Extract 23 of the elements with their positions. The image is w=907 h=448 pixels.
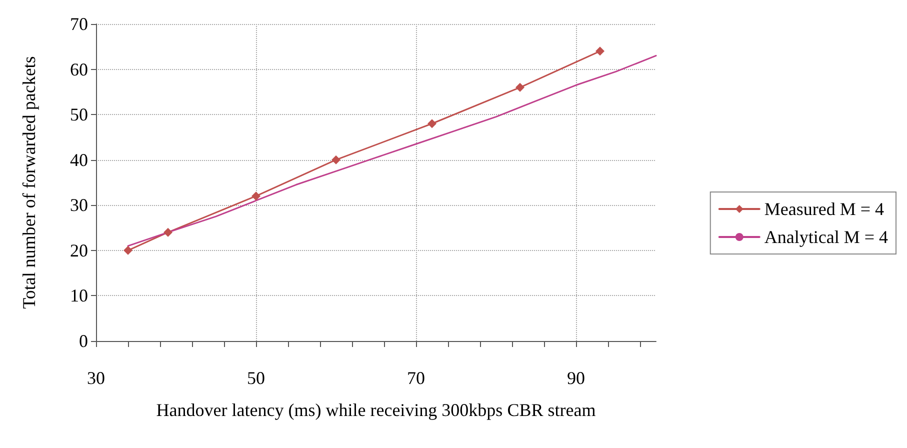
point bbox=[124, 246, 132, 255]
x-tick-label: 50 bbox=[247, 368, 265, 388]
point bbox=[516, 82, 524, 92]
x-tick-label: 70 bbox=[407, 368, 425, 388]
point bbox=[252, 192, 260, 201]
y-tick-label: 50 bbox=[70, 104, 88, 125]
point bbox=[596, 46, 604, 56]
point bbox=[332, 155, 340, 164]
x-axis-title: Handover latency (ms) while receiving 300kbps CBR stream bbox=[156, 400, 596, 420]
y-tick-label: 30 bbox=[70, 195, 88, 216]
point bbox=[164, 228, 172, 237]
y-tick-label: 60 bbox=[70, 59, 88, 80]
y-tick-label: 20 bbox=[70, 240, 88, 260]
y-axis-title: Total number of forwarded packets bbox=[19, 56, 39, 309]
y-tick-label: 10 bbox=[70, 286, 88, 306]
x-tick-label: 90 bbox=[567, 368, 585, 388]
y-tick-label: 40 bbox=[70, 150, 88, 170]
y-tick-label: 70 bbox=[70, 14, 88, 34]
legend-label: Analytical M = 4 bbox=[764, 227, 888, 247]
point bbox=[428, 119, 436, 128]
y-tick-label: 0 bbox=[79, 331, 88, 351]
legend-label: Measured M = 4 bbox=[764, 199, 884, 219]
x-tick-label: 30 bbox=[87, 368, 105, 388]
